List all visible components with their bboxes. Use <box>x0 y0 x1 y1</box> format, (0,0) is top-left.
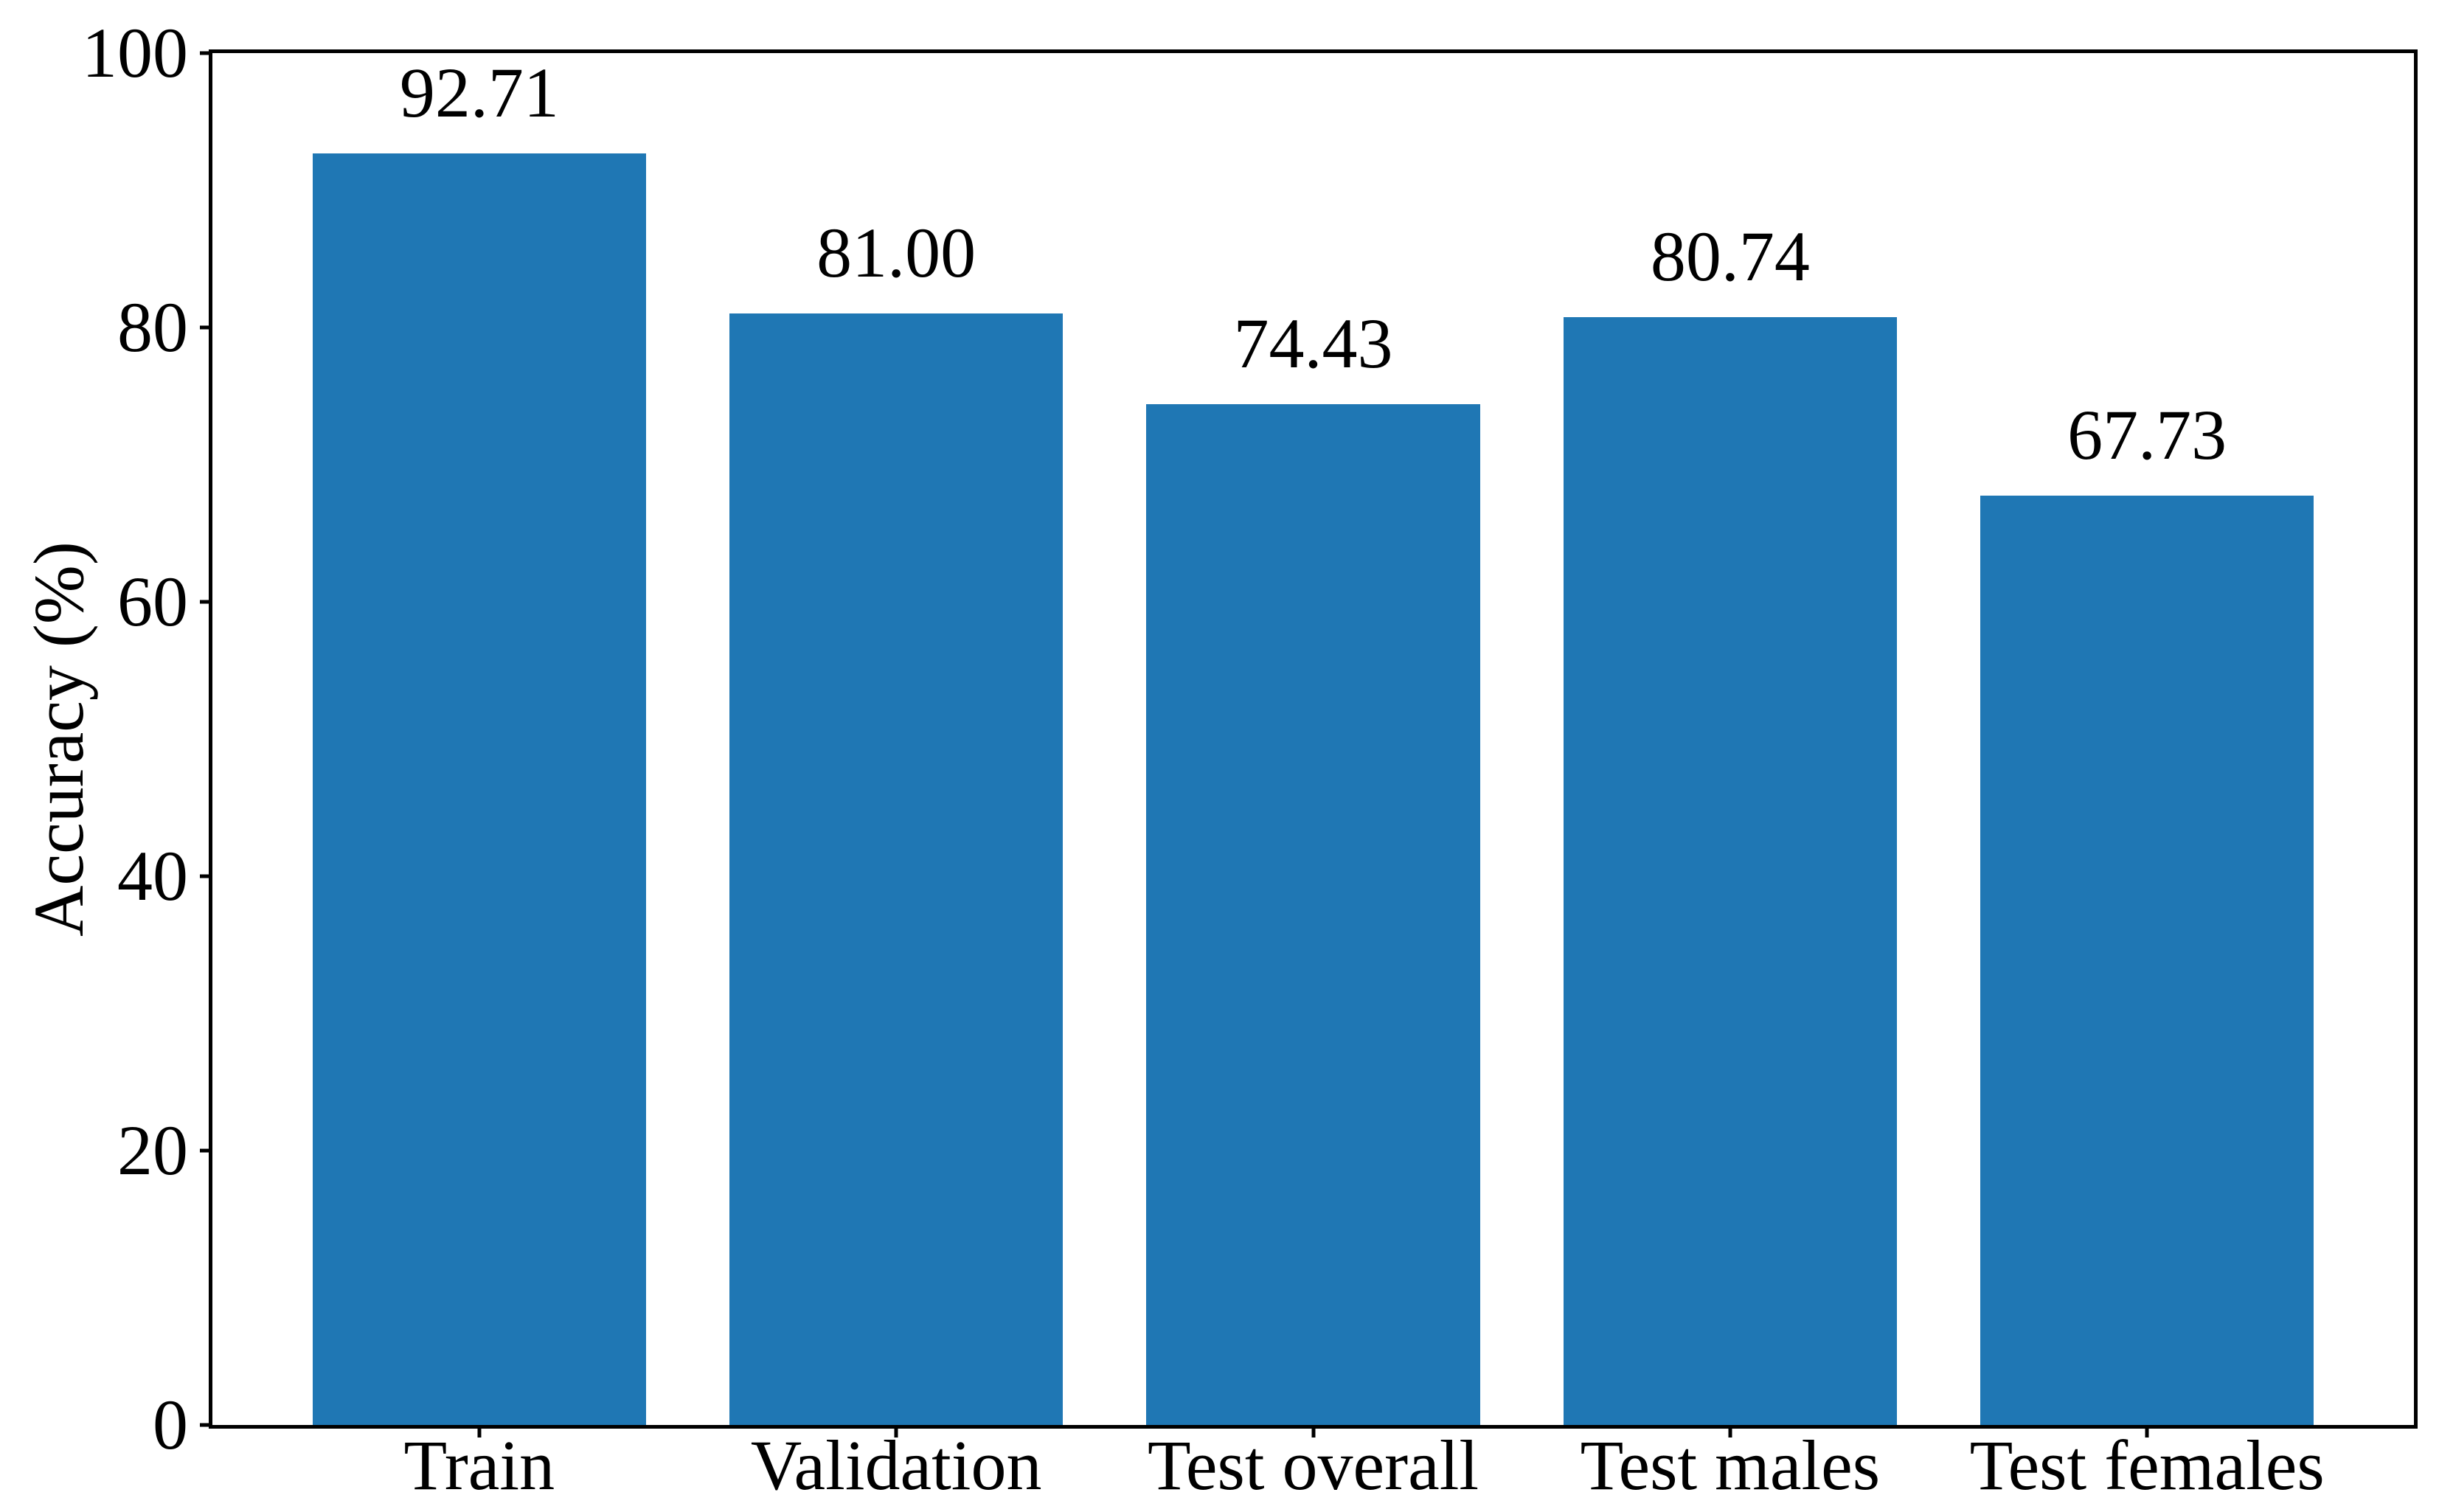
x-tick-mark <box>1728 1429 1732 1438</box>
bar-value-label-test-females: 67.73 <box>2067 395 2227 475</box>
x-tick-label-test-overall: Test overall <box>1147 1426 1479 1505</box>
bar-value-label-test-males: 80.74 <box>1650 217 1810 296</box>
bar-value-label-train: 92.71 <box>399 52 559 132</box>
bar-value-label-validation: 81.00 <box>816 213 976 293</box>
y-tick-mark <box>200 325 209 330</box>
x-tick-mark <box>477 1429 482 1438</box>
bar-test-males <box>1563 317 1897 1425</box>
y-tick-label: 0 <box>153 1385 188 1464</box>
y-tick-label: 40 <box>117 836 188 915</box>
x-tick-label-test-females: Test females <box>1969 1426 2325 1505</box>
y-tick-mark <box>200 51 209 55</box>
y-tick-label: 20 <box>117 1111 188 1190</box>
bar-train <box>312 153 646 1425</box>
y-tick-mark <box>200 1423 209 1427</box>
y-tick-mark <box>200 600 209 604</box>
bar-validation <box>729 313 1064 1425</box>
x-tick-mark <box>2145 1429 2149 1438</box>
x-tick-mark <box>894 1429 898 1438</box>
y-axis-title: Accuracy (%) <box>19 541 98 937</box>
x-tick-mark <box>1311 1429 1315 1438</box>
x-tick-label-validation: Validation <box>750 1426 1042 1505</box>
plot-area: 0 20 40 60 80 100 92.71 Train 81.00 Validation 74.… <box>82 18 2418 1501</box>
y-tick-label: 60 <box>117 562 188 641</box>
y-tick-mark <box>200 874 209 878</box>
y-tick-label: 80 <box>117 288 188 367</box>
y-tick-mark <box>200 1148 209 1153</box>
bar-test-females <box>1980 496 2314 1425</box>
x-tick-label-train: Train <box>403 1426 555 1505</box>
x-tick-label-test-males: Test males <box>1580 1426 1881 1505</box>
y-tick-label: 100 <box>82 13 188 92</box>
bar-value-label-test-overall: 74.43 <box>1233 303 1393 383</box>
bar-test-overall <box>1146 403 1480 1425</box>
